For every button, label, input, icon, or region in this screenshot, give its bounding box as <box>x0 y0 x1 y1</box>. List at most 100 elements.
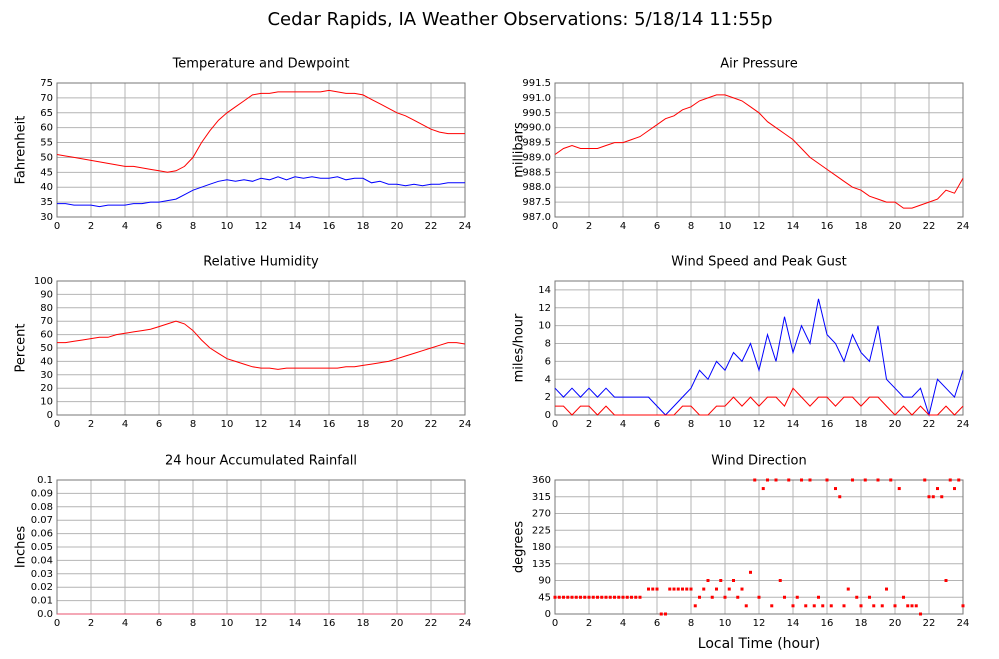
x-tick-label: 18 <box>357 419 370 430</box>
x-tick-label: 0 <box>54 618 60 629</box>
data-point <box>693 604 697 608</box>
data-point <box>880 604 884 608</box>
y-tick-label: 0 <box>545 609 551 620</box>
x-tick-label: 6 <box>156 419 162 430</box>
x-tick-label: 8 <box>190 221 196 232</box>
data-point <box>715 587 718 591</box>
y-tick-label: 80 <box>40 303 53 314</box>
x-tick-label: 24 <box>957 221 970 232</box>
panel-title: Temperature and Dewpoint <box>172 57 350 72</box>
y-tick-label: 0.01 <box>31 596 53 607</box>
data-point <box>774 478 778 482</box>
x-tick-label: 12 <box>753 618 766 629</box>
data-point <box>600 595 604 599</box>
data-point <box>553 595 557 599</box>
x-tick-label: 4 <box>122 419 128 430</box>
y-tick-label: 90 <box>538 576 551 587</box>
data-point <box>957 478 961 482</box>
data-point <box>681 587 684 591</box>
x-tick-label: 12 <box>753 419 766 430</box>
y-tick-label: 988.5 <box>522 167 551 178</box>
y-tick-label: 4 <box>545 374 551 385</box>
x-tick-label: 12 <box>255 221 268 232</box>
x-tick-label: 10 <box>719 618 732 629</box>
y-tick-label: 225 <box>532 525 551 536</box>
panel-title: Wind Direction <box>711 454 807 469</box>
x-tick-label: 14 <box>289 221 302 232</box>
data-point <box>583 595 587 599</box>
y-tick-label: 991.5 <box>522 78 551 89</box>
data-point <box>855 595 859 599</box>
y-axis-label: Percent <box>14 324 29 373</box>
x-tick-label: 10 <box>719 419 732 430</box>
data-point <box>846 587 850 591</box>
y-tick-label: 0.05 <box>31 542 53 553</box>
x-tick-label: 12 <box>255 419 268 430</box>
x-tick-label: 4 <box>620 618 626 629</box>
x-tick-label: 16 <box>821 419 834 430</box>
y-tick-label: 0 <box>545 410 551 421</box>
data-point <box>587 595 591 599</box>
x-tick-label: 10 <box>221 221 234 232</box>
data-point <box>668 587 672 591</box>
x-tick-label: 16 <box>821 618 834 629</box>
y-tick-label: 988.0 <box>522 182 551 193</box>
data-point <box>647 587 650 591</box>
x-tick-label: 4 <box>620 419 626 430</box>
data-point <box>863 478 867 482</box>
y-tick-label: 90 <box>40 289 53 300</box>
data-point <box>897 487 901 491</box>
x-tick-label: 18 <box>357 221 370 232</box>
y-tick-label: 30 <box>40 212 53 223</box>
data-point <box>591 595 595 599</box>
page-title: Cedar Rapids, IA Weather Observations: 5… <box>267 9 772 30</box>
data-point <box>727 587 731 591</box>
x-tick-label: 16 <box>323 419 336 430</box>
y-tick-label: 20 <box>40 383 53 394</box>
x-axis-label: Local Time (hour) <box>698 636 820 652</box>
x-tick-label: 24 <box>459 419 472 430</box>
y-tick-label: 65 <box>40 108 53 119</box>
x-tick-label: 2 <box>586 618 592 629</box>
data-point <box>570 595 574 599</box>
data-point <box>732 579 735 582</box>
plot-frame <box>554 82 964 218</box>
x-tick-label: 16 <box>821 221 834 232</box>
data-point <box>910 604 914 608</box>
x-tick-label: 2 <box>586 221 592 232</box>
y-tick-label: 45 <box>538 592 551 603</box>
data-point <box>723 595 727 599</box>
x-tick-label: 14 <box>787 419 800 430</box>
x-tick-label: 2 <box>586 419 592 430</box>
y-tick-label: 70 <box>40 316 53 327</box>
data-line <box>554 298 964 417</box>
x-tick-label: 0 <box>552 618 558 629</box>
y-tick-label: 100 <box>34 276 53 287</box>
y-tick-label: 989.0 <box>522 152 551 163</box>
x-tick-label: 22 <box>425 419 438 430</box>
x-tick-label: 22 <box>923 419 936 430</box>
data-point <box>659 612 663 616</box>
x-tick-label: 20 <box>889 419 902 430</box>
x-tick-label: 12 <box>255 618 268 629</box>
y-axis-label: Fahrenheit <box>14 116 29 185</box>
data-point <box>608 595 612 599</box>
panel-title: Air Pressure <box>720 57 798 72</box>
data-point <box>808 478 812 482</box>
y-tick-label: 50 <box>40 343 53 354</box>
y-tick-label: 990.5 <box>522 108 551 119</box>
y-tick-label: 135 <box>532 559 551 570</box>
data-point <box>719 579 723 582</box>
x-tick-label: 10 <box>221 618 234 629</box>
y-axis-label: Inches <box>14 526 29 568</box>
data-point <box>931 495 935 499</box>
data-point <box>876 478 880 482</box>
y-tick-label: 40 <box>40 356 53 367</box>
y-tick-label: 55 <box>40 138 53 149</box>
data-point <box>902 595 905 599</box>
x-tick-label: 2 <box>88 419 94 430</box>
y-tick-label: 0.0 <box>37 609 53 620</box>
data-point <box>753 478 757 482</box>
y-tick-label: 987.5 <box>522 197 551 208</box>
data-point <box>944 579 948 582</box>
